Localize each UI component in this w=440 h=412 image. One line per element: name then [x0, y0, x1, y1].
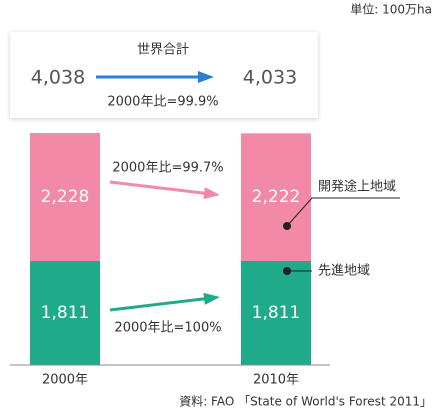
- series-change: 2000年比=100%: [114, 321, 221, 336]
- source: 資料: FAO 「State of World's Forest 2011」: [179, 395, 432, 409]
- value-label: 1,811: [252, 303, 301, 323]
- total-change: 2000年比=99.9%: [107, 95, 218, 110]
- x-tick-label: 2000年: [42, 373, 88, 388]
- arrow-head: [203, 187, 220, 200]
- total-value: 4,038: [31, 67, 85, 89]
- arrow: [109, 180, 210, 196]
- value-label: 2,222: [252, 187, 301, 207]
- value-label: 1,811: [41, 303, 90, 323]
- total-value: 4,033: [243, 67, 297, 89]
- total-box: [10, 32, 318, 118]
- legend-label: 先進地域: [318, 264, 370, 279]
- bar-segment: [241, 133, 311, 261]
- leader-line: [286, 197, 400, 227]
- arrow-head: [198, 71, 214, 83]
- arrow: [109, 296, 210, 312]
- value-label: 2,228: [41, 187, 90, 207]
- x-tick-label: 2010年: [253, 373, 299, 388]
- bar-segment: [30, 133, 100, 261]
- total-label: 世界合計: [137, 42, 189, 58]
- legend-label: 開発途上地域: [318, 180, 396, 195]
- bar-segment: [241, 260, 311, 365]
- unit: 単位: 100万ha: [350, 3, 432, 17]
- bar-segment: [30, 260, 100, 365]
- arrow-head: [203, 292, 220, 305]
- series-change: 2000年比=99.7%: [112, 161, 223, 176]
